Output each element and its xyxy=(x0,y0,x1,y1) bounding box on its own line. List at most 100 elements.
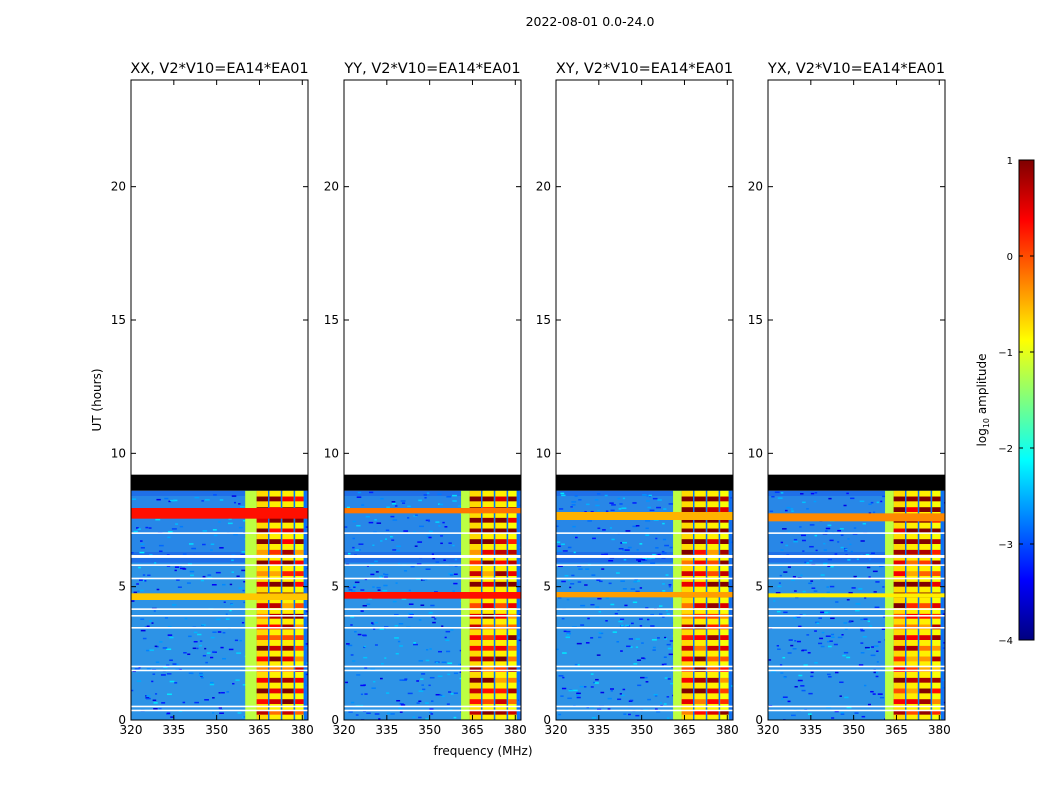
noise-speck xyxy=(795,616,801,618)
rfi-cell xyxy=(919,645,931,651)
noise-speck xyxy=(664,677,668,679)
noise-speck xyxy=(194,496,200,499)
noise-speck xyxy=(517,504,521,507)
noise-speck xyxy=(448,691,452,693)
noise-speck xyxy=(132,670,136,673)
noise-speck xyxy=(227,522,233,525)
noise-speck xyxy=(777,648,781,650)
noise-speck xyxy=(371,622,374,624)
noise-speck xyxy=(639,625,643,627)
noise-speck xyxy=(585,642,590,644)
noise-speck xyxy=(133,591,138,594)
noise-speck xyxy=(360,684,365,687)
noise-speck xyxy=(637,684,642,687)
noise-speck xyxy=(408,616,413,618)
rfi-cell xyxy=(469,635,482,640)
noise-speck xyxy=(383,584,388,587)
noise-speck xyxy=(558,675,564,677)
rfi-cell xyxy=(720,645,729,651)
noise-speck xyxy=(399,703,404,705)
xtick-label: 320 xyxy=(757,723,780,737)
noise-speck xyxy=(839,681,844,684)
rfi-cell xyxy=(893,635,906,640)
rfi-cell xyxy=(906,667,918,672)
rfi-cell xyxy=(469,645,482,651)
noise-speck xyxy=(437,493,442,495)
noise-speck xyxy=(798,625,802,628)
noise-speck xyxy=(877,693,883,695)
noise-speck xyxy=(654,694,658,697)
rfi-cell xyxy=(906,709,918,715)
noise-speck xyxy=(134,668,140,670)
rfi-cell xyxy=(932,507,941,512)
noise-speck xyxy=(558,713,562,716)
noise-speck xyxy=(793,540,798,543)
noise-speck xyxy=(426,535,431,538)
noise-speck xyxy=(452,500,457,502)
noise-speck xyxy=(837,541,840,543)
rfi-gap xyxy=(303,490,306,720)
noise-speck xyxy=(387,712,391,715)
noise-speck xyxy=(438,650,443,653)
noise-speck xyxy=(190,574,194,577)
noise-speck xyxy=(159,641,163,643)
noise-speck xyxy=(590,510,594,513)
rfi-cell xyxy=(681,581,694,587)
noise-speck xyxy=(618,508,622,510)
noise-speck xyxy=(162,647,168,649)
noise-speck xyxy=(519,542,521,545)
noise-speck xyxy=(169,636,174,639)
noise-speck xyxy=(879,696,885,699)
rfi-cell xyxy=(707,517,719,523)
xtick-label: 335 xyxy=(587,723,610,737)
rfi-cell xyxy=(707,549,719,555)
rfi-cell xyxy=(269,496,281,502)
noise-speck xyxy=(182,701,186,704)
noise-speck xyxy=(607,697,612,700)
noise-speck xyxy=(306,662,308,664)
noise-speck xyxy=(364,667,368,669)
colorbar: 1 0 −1 −2 −3 −4 log10 amplitude xyxy=(975,156,1035,647)
gap-line-8 xyxy=(768,564,945,566)
noise-speck xyxy=(564,574,569,577)
noise-speck xyxy=(620,650,623,652)
noise-speck xyxy=(396,545,401,548)
noise-speck xyxy=(667,678,671,680)
noise-speck xyxy=(824,611,829,614)
noise-speck xyxy=(433,618,437,620)
noise-speck xyxy=(597,527,601,530)
noise-speck xyxy=(652,649,656,651)
xtick-label: 380 xyxy=(504,723,527,737)
bright-row-1 xyxy=(131,593,308,600)
noise-speck xyxy=(519,546,521,549)
noise-speck xyxy=(871,646,875,648)
noise-speck xyxy=(362,634,367,637)
ytick-label: 0 xyxy=(543,713,551,727)
noise-speck xyxy=(662,583,665,585)
noise-speck xyxy=(175,668,180,671)
noise-speck xyxy=(618,547,624,550)
rfi-cell xyxy=(256,656,269,662)
noise-speck xyxy=(860,618,863,621)
rfi-cell xyxy=(720,656,729,662)
noise-speck xyxy=(594,682,599,684)
noise-speck xyxy=(639,618,643,620)
noise-speck xyxy=(645,607,649,609)
colorbar-tick-label: 0 xyxy=(1007,252,1013,263)
noise-speck xyxy=(556,525,559,528)
noise-speck xyxy=(238,526,243,529)
noise-speck xyxy=(573,689,578,692)
noise-speck xyxy=(166,554,170,556)
noise-speck xyxy=(567,697,572,700)
noise-speck xyxy=(663,663,667,665)
rfi-cell xyxy=(469,517,482,523)
noise-speck xyxy=(639,587,643,589)
noise-speck xyxy=(452,544,455,547)
rfi-cell xyxy=(256,539,269,544)
noise-speck xyxy=(601,553,605,556)
rfi-cell xyxy=(720,603,729,608)
noise-speck xyxy=(188,543,194,545)
noise-speck xyxy=(200,579,204,582)
noise-speck xyxy=(840,534,844,536)
noise-speck xyxy=(352,537,355,540)
